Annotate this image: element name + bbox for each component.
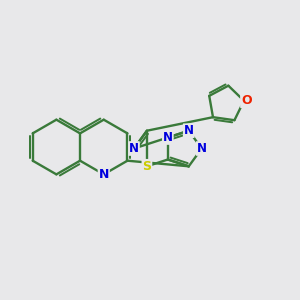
- Text: N: N: [184, 124, 194, 137]
- Text: N: N: [129, 142, 139, 155]
- Text: N: N: [197, 142, 207, 155]
- Text: O: O: [241, 94, 252, 107]
- Text: S: S: [142, 160, 152, 173]
- Text: N: N: [98, 168, 109, 181]
- Text: N: N: [163, 131, 173, 144]
